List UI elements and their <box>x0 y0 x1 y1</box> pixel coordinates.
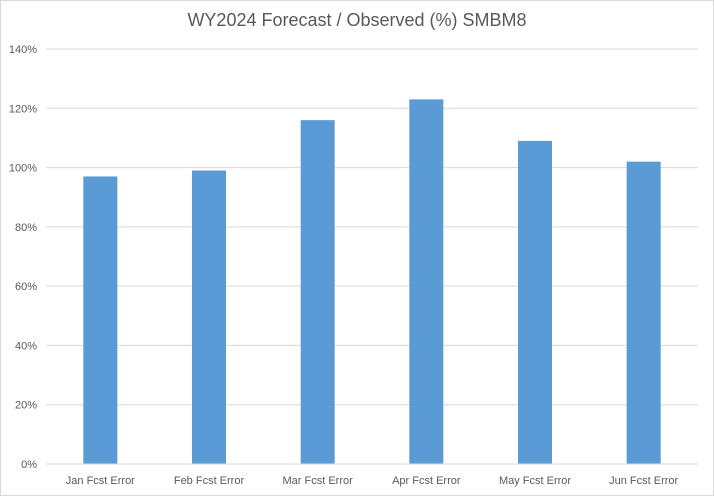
chart-title: WY2024 Forecast / Observed (%) SMBM8 <box>187 10 527 30</box>
bar-1 <box>83 176 118 464</box>
bar-3 <box>300 120 335 465</box>
x-tick-label: Mar Fcst Error <box>283 475 354 487</box>
y-tick-label: 120% <box>9 103 37 115</box>
bars <box>83 99 661 465</box>
x-tick-label: Jan Fcst Error <box>66 475 135 487</box>
x-tick-label: May Fcst Error <box>499 475 571 487</box>
gridlines <box>46 48 698 406</box>
y-axis-ticks: 0% 20% 40% 60% 80% 100% 120% 140% <box>9 44 37 471</box>
bar-2 <box>192 170 226 465</box>
x-axis-ticks: Jan Fcst Error Feb Fcst Error Mar Fcst Err… <box>66 475 679 487</box>
y-tick-label: 0% <box>21 459 37 471</box>
x-tick-label: Feb Fcst Error <box>174 475 245 487</box>
bar-5 <box>518 140 552 464</box>
y-tick-label: 20% <box>15 400 37 412</box>
bar-6 <box>626 161 661 464</box>
y-tick-label: 100% <box>9 163 37 175</box>
bar-4 <box>409 99 444 465</box>
y-tick-label: 40% <box>15 340 37 352</box>
y-tick-label: 140% <box>9 44 37 56</box>
y-tick-label: 80% <box>15 222 37 234</box>
x-tick-label: Jun Fcst Error <box>609 475 678 487</box>
x-tick-label: Apr Fcst Error <box>392 475 461 487</box>
y-tick-label: 60% <box>15 281 37 293</box>
